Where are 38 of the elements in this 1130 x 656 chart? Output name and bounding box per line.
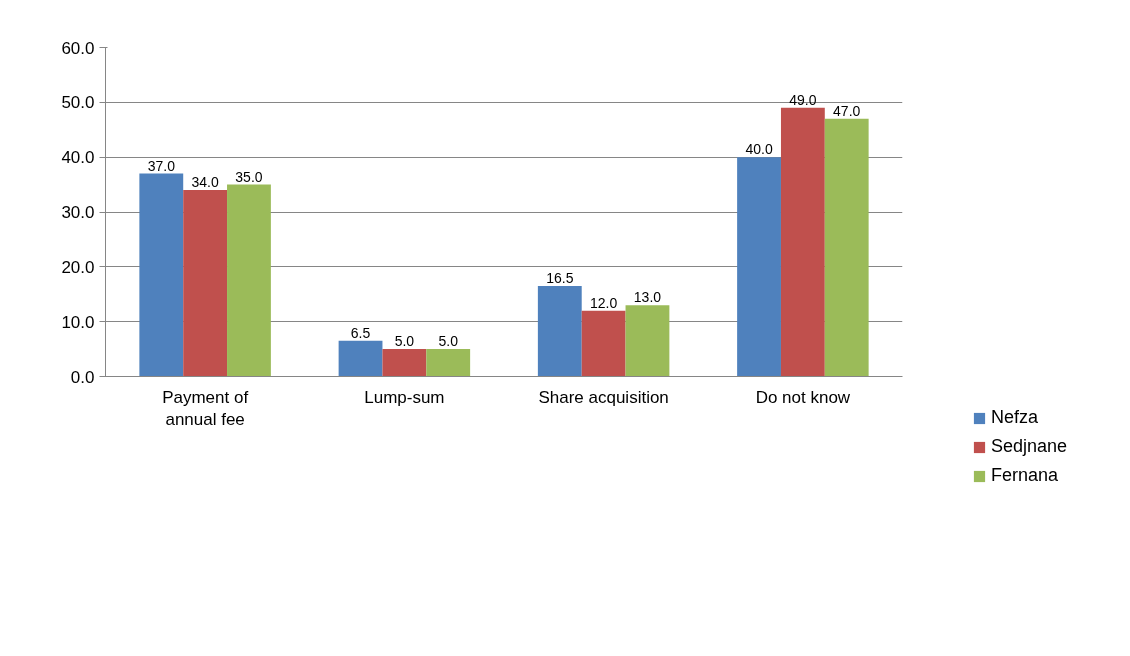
legend-label: Nefza [991,407,1039,428]
data-label: 13.0 [633,289,662,306]
x-tick-label: Payment of annual fee [162,387,249,430]
data-label: 16.5 [546,270,574,287]
x-tick-label: Lump-sum [364,387,445,407]
legend-label: Sedjnane [991,436,1068,457]
y-tick-label: 0.0 [70,367,95,387]
data-label: 5.0 [438,333,459,350]
bar [382,349,427,377]
legend-label: Fernana [991,465,1059,486]
y-tick-label: 60.0 [61,38,95,58]
bar [426,349,471,377]
y-tick-label: 30.0 [61,203,95,222]
data-label: 5.0 [394,333,415,350]
bar [581,310,626,377]
data-label: 6.5 [350,324,371,341]
bar [625,305,670,377]
data-label: 37.0 [147,157,176,174]
y-tick-label: 40.0 [61,148,95,168]
y-tick-label: 20.0 [61,257,95,277]
bar [537,286,582,377]
x-tick-label: Do not know [755,387,851,407]
data-label: 12.0 [590,294,618,311]
data-label: 47.0 [833,102,861,119]
data-label: 34.0 [191,174,219,191]
x-tick-label: Share acquisition [538,387,669,407]
bar [824,118,869,377]
bar [737,157,781,377]
bar [338,340,383,377]
y-tick-label: 50.0 [61,93,95,113]
data-label: 40.0 [745,141,773,158]
bar [227,184,271,377]
data-label: 35.0 [235,168,263,185]
y-tick-label: 10.0 [61,312,95,332]
bar [780,107,825,377]
data-label: 49.0 [789,91,817,108]
bar [139,173,184,377]
bar [183,190,228,377]
